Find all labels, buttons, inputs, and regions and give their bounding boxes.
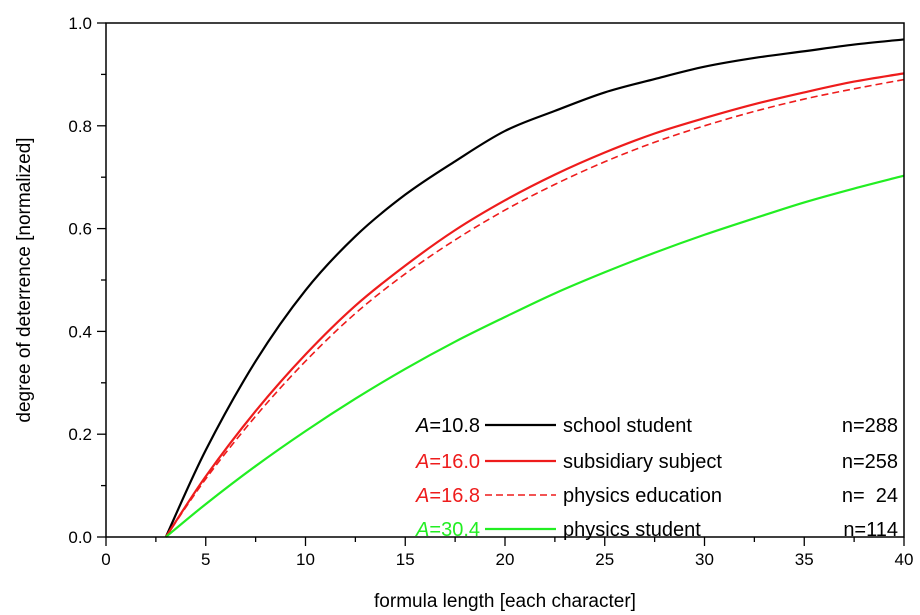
legend-a-value: A=10.8 xyxy=(415,415,480,437)
x-tick-label: 15 xyxy=(396,550,415,569)
series-line-subsidiary-subject xyxy=(164,72,905,538)
y-tick-label: 0.0 xyxy=(68,528,92,547)
y-tick-label: 1.0 xyxy=(68,14,92,33)
x-axis-title: formula length [each character] xyxy=(374,591,636,612)
legend-sample-size: n=288 xyxy=(842,415,898,437)
legend-sample-size: n=258 xyxy=(842,451,898,473)
x-tick-label: 30 xyxy=(695,550,714,569)
legend-a-value: A=16.0 xyxy=(415,451,480,473)
x-tick-label: 5 xyxy=(201,550,210,569)
ticks-layer: 0 5 10 15 20 25 30 35 40 0.0 0.2 0.4 0.6 0.8 1.0 xyxy=(68,14,913,569)
x-tick-label: 10 xyxy=(296,550,315,569)
y-tick-label: 0.2 xyxy=(68,425,92,444)
series-layer xyxy=(164,38,905,538)
y-tick-label: 0.8 xyxy=(68,117,92,136)
x-tick-label: 25 xyxy=(595,550,614,569)
x-tick-label: 35 xyxy=(795,550,814,569)
series-line-school-student xyxy=(164,38,905,538)
legend-a-value: A=30.4 xyxy=(415,519,480,541)
series-line-physics-education xyxy=(165,78,905,538)
legend: A=10.8 school student n=288 A=16.0 subsidiar… xyxy=(415,415,898,541)
legend-series-name: school student xyxy=(563,415,692,437)
plot-frame xyxy=(105,22,905,538)
y-tick-label: 0.4 xyxy=(68,322,92,341)
y-tick-label: 0.6 xyxy=(68,220,92,239)
legend-a-value: A=16.8 xyxy=(415,485,480,507)
legend-series-name: subsidiary subject xyxy=(563,451,722,473)
legend-sample-size: n= 24 xyxy=(842,485,898,507)
legend-series-name: physics education xyxy=(563,485,722,507)
x-tick-label: 20 xyxy=(496,550,515,569)
x-tick-label: 0 xyxy=(101,550,110,569)
y-axis-title: degree of deterrence [normalized] xyxy=(14,137,35,422)
legend-sample-size: n=114 xyxy=(843,519,898,541)
legend-series-name: physics student xyxy=(563,519,701,541)
series-line-physics-student xyxy=(165,174,905,538)
x-tick-label: 40 xyxy=(895,550,914,569)
